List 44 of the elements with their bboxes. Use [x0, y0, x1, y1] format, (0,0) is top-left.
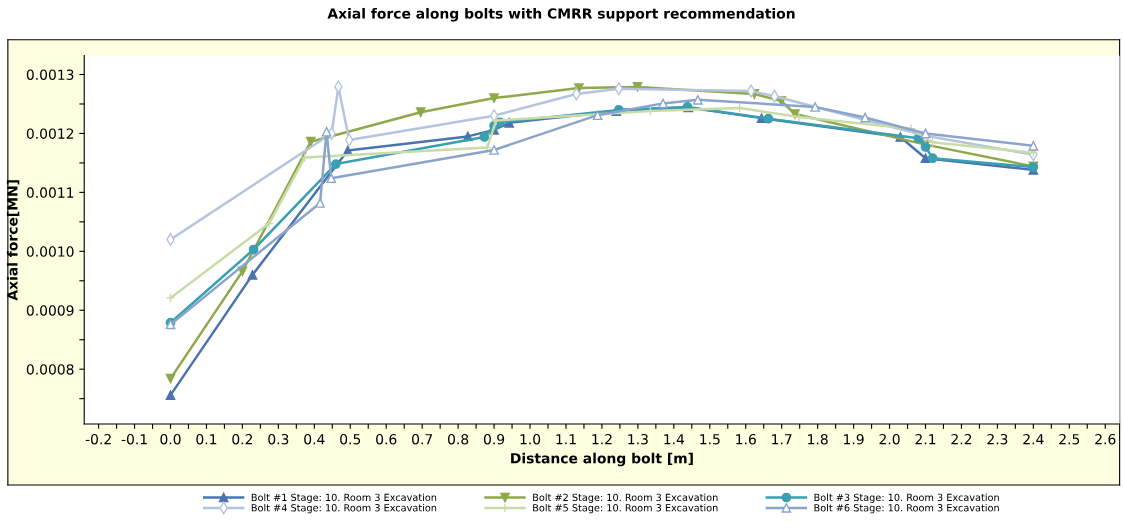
legend-label: Bolt #5 Stage: 10. Room 3 Excavation: [533, 503, 718, 514]
x-tick-label: 2.0: [879, 433, 900, 445]
x-tick-label: 1.4: [664, 434, 685, 445]
legend-label: Bolt #6 Stage: 10. Room 3 Excavation: [814, 503, 999, 514]
legend-label: Bolt #3 Stage: 10. Room 3 Excavation: [814, 493, 999, 503]
x-tick-label: 1.9: [844, 433, 864, 445]
x-tick-label: 1.0: [520, 433, 541, 445]
y-tick-label: 0.0010: [26, 246, 74, 257]
x-tick-label: 1.1: [556, 434, 576, 445]
x-axis-title: Distance along bolt [m]: [511, 452, 693, 467]
x-tick-label: 0.0: [160, 433, 181, 445]
x-tick-label: 0.5: [340, 433, 361, 445]
x-tick-label: 1.5: [700, 434, 720, 445]
y-tick-label: 0.0009: [26, 305, 74, 316]
x-tick-label: 0.2: [232, 433, 253, 445]
x-tick-label: 1.8: [808, 433, 828, 445]
chart-title: Axial force along bolts with CMRR support recommendation: [327, 7, 795, 22]
x-tick-label: 0.7: [412, 433, 433, 445]
x-tick-label: 2.6: [1095, 433, 1116, 445]
x-tick-label: -0.2: [85, 433, 111, 445]
x-tick-label: 1.7: [772, 434, 792, 445]
x-tick-label: 2.1: [915, 433, 936, 445]
y-tick-label: 0.0011: [26, 187, 74, 198]
x-tick-label: 0.1: [196, 433, 217, 445]
y-tick-label: 0.0012: [26, 128, 74, 139]
x-tick-label: 0.3: [268, 433, 289, 445]
x-tick-label: 2.4: [1023, 433, 1044, 445]
x-tick-label: 1.6: [736, 433, 756, 445]
x-tick-label: 2.2: [951, 433, 972, 445]
y-axis-title: Axial force[MN]: [6, 180, 20, 301]
x-tick-label: -0.1: [121, 433, 147, 445]
x-tick-label: 1.3: [628, 433, 648, 445]
x-tick-label: 1.2: [592, 433, 612, 445]
x-tick-label: 0.9: [483, 433, 505, 445]
x-tick-label: 0.6: [376, 433, 397, 445]
x-tick-label: 2.5: [1059, 433, 1080, 445]
legend-label: Bolt #1 Stage: 10. Room 3 Excavation: [251, 493, 437, 503]
x-tick-label: 2.3: [987, 433, 1008, 445]
y-tick-label: 0.0013: [26, 69, 74, 80]
x-tick-label: 0.8: [447, 433, 469, 445]
y-tick-label: 0.0008: [26, 364, 74, 375]
x-tick-label: 0.4: [304, 433, 325, 445]
legend-label: Bolt #2 Stage: 10. Room 3 Excavation: [533, 493, 718, 503]
legend-label: Bolt #4 Stage: 10. Room 3 Excavation: [251, 503, 437, 514]
